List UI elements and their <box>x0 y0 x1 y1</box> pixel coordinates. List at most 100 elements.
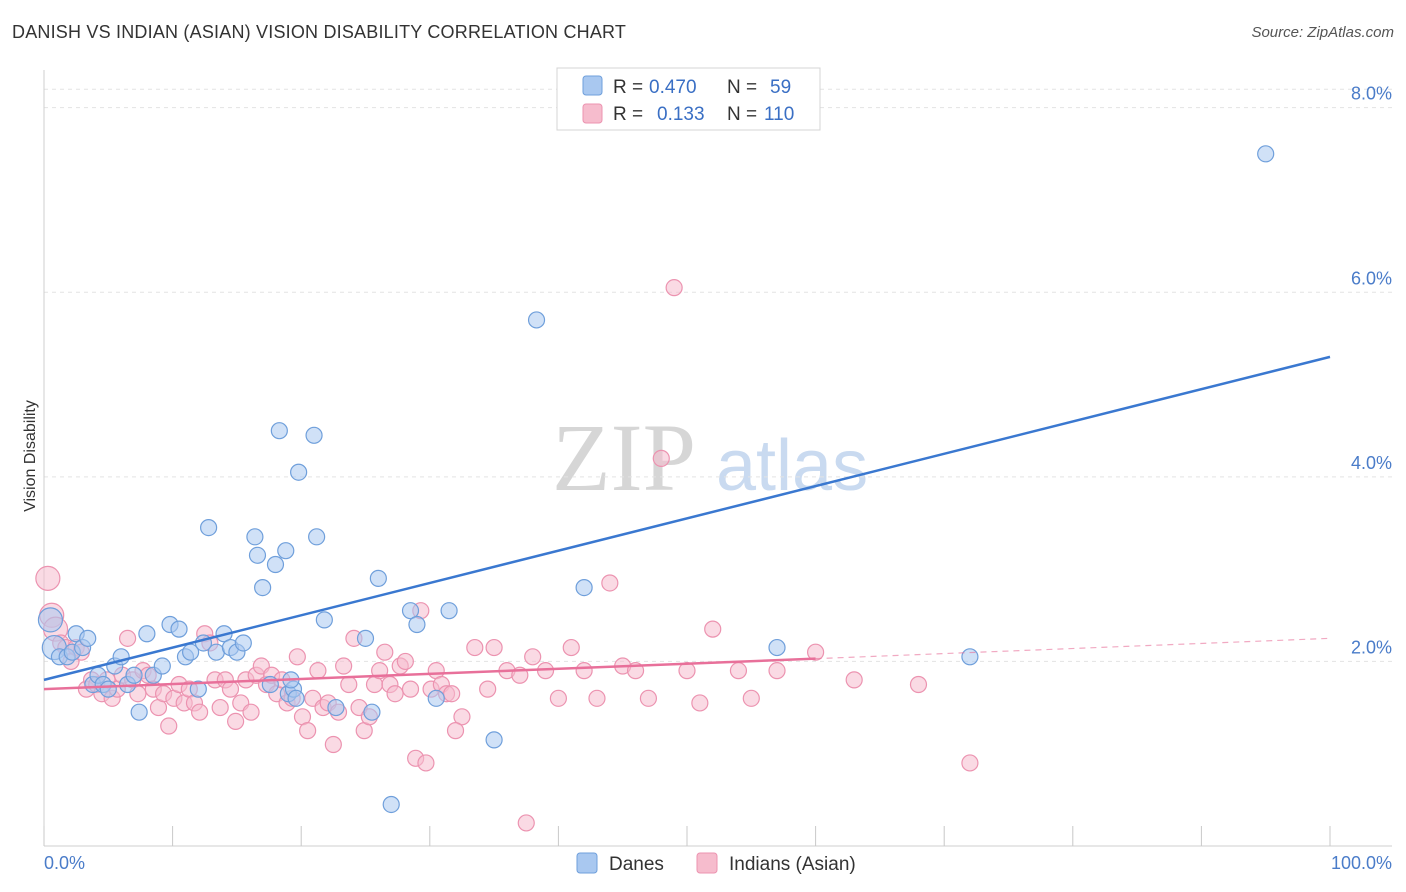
indians-point-109 <box>446 722 465 740</box>
indians-point-80 <box>453 708 471 726</box>
indians-point-81 <box>466 638 484 657</box>
danes-point-24 <box>189 680 207 698</box>
danes-point-50 <box>369 569 387 587</box>
indians-series-swatch <box>696 852 718 874</box>
y-tick-label-3: 8.0% <box>1351 84 1392 104</box>
danes-trendline <box>43 355 1331 682</box>
watermark-atlas: atlas <box>716 426 868 506</box>
danes-point-56 <box>485 731 503 749</box>
indians-r-label: R = <box>613 104 643 125</box>
indians-point-91 <box>575 662 593 680</box>
indians-point-30 <box>191 703 209 721</box>
danes-point-21 <box>170 620 188 638</box>
danes-r-label: R = <box>613 77 643 98</box>
indians-r-value: 0.133 <box>657 104 705 125</box>
danes-point-49 <box>363 703 381 721</box>
indians-point-102 <box>729 662 748 680</box>
indians-series-label: Indians (Asian) <box>729 854 856 875</box>
indians-point-89 <box>549 689 568 707</box>
indians-point-98 <box>665 279 683 297</box>
danes-point-43 <box>290 463 308 481</box>
gridlines <box>44 88 1392 662</box>
y-tick-labels: 2.0% 4.0% 6.0% 8.0% <box>1351 84 1392 658</box>
danes-series-label: Danes <box>609 854 664 875</box>
watermark-zip: ZIP <box>552 404 696 511</box>
danes-point-27 <box>207 643 225 661</box>
indians-point-108 <box>961 754 979 772</box>
danes-point-52 <box>401 602 420 620</box>
indians-point-59 <box>340 675 358 694</box>
source-label: Source: ZipAtlas.com <box>1251 24 1394 41</box>
indians-point-104 <box>768 662 786 680</box>
indians-point-51 <box>299 722 317 740</box>
x-tick-label-min: 0.0% <box>44 853 85 873</box>
series-legend: Danes Indians (Asian) <box>576 852 856 875</box>
danes-point-47 <box>327 698 345 717</box>
danes-point-15 <box>125 666 143 684</box>
indians-point-100 <box>691 694 709 712</box>
indians-point-103 <box>742 689 760 707</box>
y-tick-label-2: 6.0% <box>1351 268 1392 288</box>
axes <box>43 70 1392 847</box>
danes-point-38 <box>277 542 295 560</box>
danes-point-57 <box>527 311 546 329</box>
danes-n-label: N = <box>727 77 757 98</box>
y-tick-label-0: 2.0% <box>1351 637 1392 657</box>
danes-point-19 <box>153 657 171 675</box>
indians-n-value: 110 <box>764 104 794 125</box>
indians-trendline <box>43 657 816 691</box>
danes-point-54 <box>427 689 445 707</box>
indians-point-83 <box>485 638 503 657</box>
danes-point-26 <box>200 519 218 537</box>
indians-point-71 <box>401 680 420 698</box>
indians-point-66 <box>376 643 394 661</box>
indians-point-105 <box>806 643 825 661</box>
indians-point-56 <box>324 735 342 754</box>
indians-point-92 <box>588 689 606 707</box>
indians-point-74 <box>417 754 435 772</box>
danes-point-42 <box>287 689 305 707</box>
danes-point-36 <box>266 555 285 574</box>
danes-point-16 <box>130 703 148 721</box>
indians-point-106 <box>845 671 863 689</box>
x-ticks <box>43 826 1331 846</box>
danes-point-44 <box>305 426 323 444</box>
danes-points <box>37 145 1275 814</box>
indians-point-82 <box>479 680 497 698</box>
danes-point-53 <box>408 615 426 634</box>
danes-point-48 <box>356 629 375 647</box>
y-axis-title: Vision Disability <box>22 400 39 512</box>
indians-point-86 <box>517 814 535 832</box>
chart-title: DANISH VS INDIAN (ASIAN) VISION DISABILI… <box>12 22 627 42</box>
indians-point-24 <box>160 717 178 735</box>
indians-point-90 <box>562 638 580 657</box>
danes-point-0 <box>37 607 64 633</box>
indians-point-87 <box>524 648 542 666</box>
indians-point-34 <box>211 698 229 717</box>
danes-point-51 <box>382 795 400 814</box>
indians-point-96 <box>639 689 658 707</box>
indians-point-68 <box>386 685 404 703</box>
indians-point-93 <box>601 574 619 592</box>
danes-point-33 <box>248 546 267 564</box>
danes-point-55 <box>440 602 458 620</box>
danes-point-11 <box>99 680 117 698</box>
danes-point-59 <box>768 638 786 657</box>
indians-point-37 <box>227 712 245 731</box>
danes-n-value: 59 <box>770 77 791 98</box>
x-tick-label-max: 100.0% <box>1331 853 1392 873</box>
indians-point-16 <box>118 629 137 647</box>
indians-point-97 <box>652 449 670 467</box>
indians-point-58 <box>335 657 353 675</box>
indians-point-40 <box>242 703 260 721</box>
danes-point-58 <box>575 578 593 597</box>
danes-point-34 <box>254 578 272 597</box>
danes-r-value: 0.470 <box>649 77 697 98</box>
indians-point-101 <box>704 620 722 638</box>
danes-point-31 <box>234 634 252 652</box>
indians-legend-swatch <box>582 103 603 124</box>
danes-legend-swatch <box>582 75 603 96</box>
indians-point-0 <box>35 565 61 591</box>
danes-series-swatch <box>576 852 598 874</box>
